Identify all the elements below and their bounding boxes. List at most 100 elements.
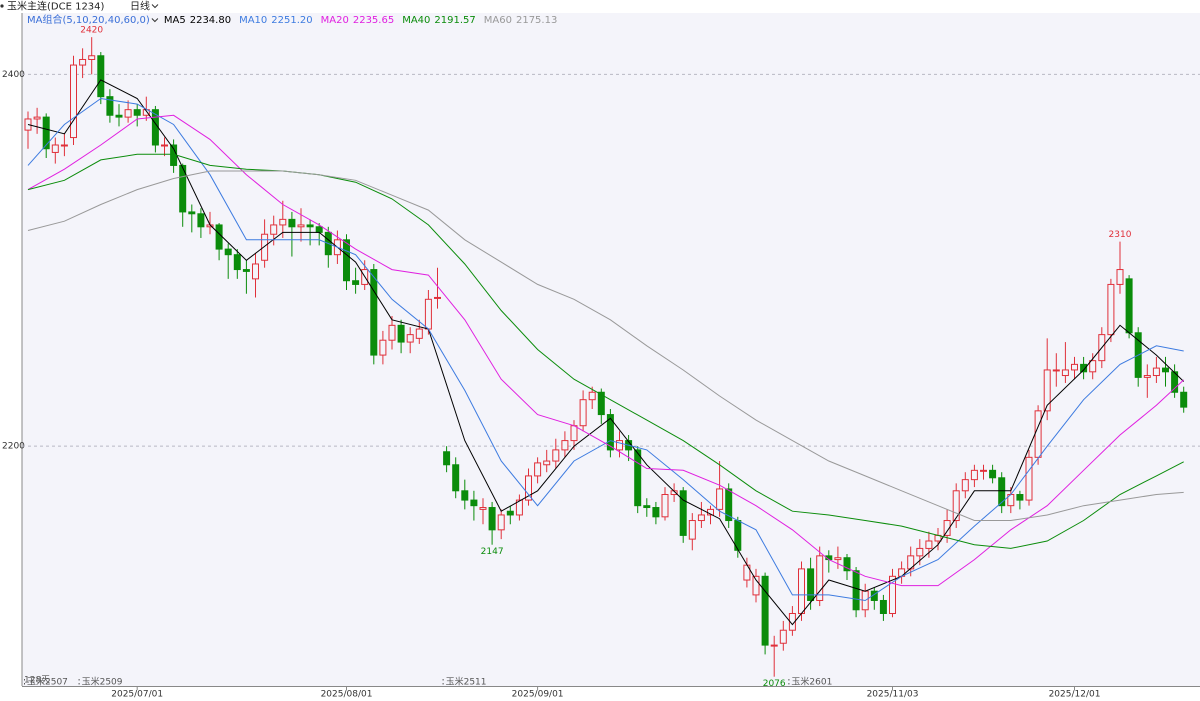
candle-body xyxy=(570,425,578,442)
candle-body xyxy=(661,494,669,518)
candle-body xyxy=(179,164,187,213)
ma-line xyxy=(27,153,1184,549)
candle-body xyxy=(980,469,987,472)
candle-body xyxy=(543,460,551,466)
candle-body xyxy=(1143,375,1151,378)
candle-body xyxy=(506,510,514,516)
period-selector[interactable]: 日线 xyxy=(130,0,150,13)
x-axis-strip xyxy=(0,686,1200,701)
candle-body xyxy=(525,475,532,501)
candle-body xyxy=(1125,278,1133,334)
candle-body xyxy=(807,568,815,601)
contract-label: 玉米2601 xyxy=(791,676,832,688)
candle-body xyxy=(188,211,196,215)
candle-body xyxy=(1180,391,1188,408)
candle-body xyxy=(1043,369,1051,412)
candle-body xyxy=(998,477,1006,507)
candle-body xyxy=(961,479,969,492)
candle-body xyxy=(97,55,105,98)
candle-body xyxy=(315,226,323,233)
candle-body xyxy=(297,224,305,228)
candle-body xyxy=(415,328,423,339)
candle-body xyxy=(224,248,232,256)
high-label: 2420 xyxy=(80,26,103,36)
candle-body xyxy=(697,514,705,522)
candle-body xyxy=(406,334,414,343)
candle-body xyxy=(397,324,405,343)
candle-body xyxy=(388,324,396,341)
candle-body xyxy=(133,109,141,116)
legend-value: 2234.80 xyxy=(190,15,231,26)
candle-body xyxy=(443,451,451,466)
candle-body xyxy=(852,570,860,611)
candle-body xyxy=(1034,410,1042,458)
candle-body xyxy=(889,575,896,614)
candle-body xyxy=(242,269,250,272)
chart-title: 玉米主连(DCE 1234) xyxy=(7,0,105,13)
candle-body xyxy=(879,599,887,614)
candle-body xyxy=(42,116,50,150)
candle-body xyxy=(989,469,997,479)
candle-body xyxy=(970,469,978,481)
candle-body xyxy=(952,490,960,522)
x-tick-label: 2025/08/01 xyxy=(321,690,373,700)
candle-body xyxy=(725,488,733,522)
header-bar xyxy=(0,0,1200,13)
candle-body xyxy=(488,507,496,531)
candle-body xyxy=(716,488,724,510)
candle-body xyxy=(379,339,387,356)
y-axis-strip xyxy=(0,13,22,686)
dropdown-chevron xyxy=(151,4,159,9)
x-tick-label: 2025/07/01 xyxy=(111,690,163,700)
dropdown-chevron xyxy=(151,18,159,23)
candle-body xyxy=(115,114,123,118)
candle-body xyxy=(770,644,778,647)
candle-body xyxy=(352,280,360,285)
contract-label: 玉米2507 xyxy=(27,676,68,688)
candle-body xyxy=(434,296,441,299)
candle-body xyxy=(534,462,542,477)
candle-body xyxy=(279,218,287,226)
candle-body xyxy=(124,109,132,118)
candle-body xyxy=(288,218,296,228)
low-label: 2147 xyxy=(481,547,504,557)
contract-marker xyxy=(24,683,25,685)
contract-marker xyxy=(24,679,25,681)
candle-body xyxy=(461,490,469,501)
candle-body xyxy=(1116,269,1124,285)
candle-body xyxy=(916,547,924,557)
candle-body xyxy=(1171,371,1179,393)
candle-body xyxy=(79,58,87,66)
ma-group-selector[interactable]: MA组合(5,10,20,40,60,0) xyxy=(27,13,150,26)
y-tick-label: 2200 xyxy=(2,442,25,452)
legend-value: 2251.20 xyxy=(271,15,312,26)
candle-body xyxy=(161,144,168,147)
candle-body xyxy=(306,224,314,228)
candle-body xyxy=(870,590,878,601)
candle-body xyxy=(515,499,523,516)
low-label: 2076 xyxy=(763,679,786,689)
legend-value: 2191.57 xyxy=(434,15,475,26)
candle-body xyxy=(370,269,378,356)
contract-label: 玉米2511 xyxy=(446,676,487,688)
x-tick-label: 2025/12/01 xyxy=(1049,690,1101,700)
candle-body xyxy=(261,233,269,261)
candle-body xyxy=(579,399,587,427)
candle-body xyxy=(470,499,478,507)
candle-body xyxy=(779,629,787,644)
candle-body xyxy=(106,96,114,116)
candle-body xyxy=(424,298,432,330)
days-label: 128天 xyxy=(24,676,50,686)
candle-body xyxy=(1071,363,1078,371)
ma-line xyxy=(27,97,1184,602)
candle-body xyxy=(1107,283,1115,336)
candle-body xyxy=(834,557,842,561)
candle-body xyxy=(233,254,241,271)
legend-value: 2235.65 xyxy=(353,15,394,26)
candle-body xyxy=(252,263,259,280)
contract-label: 玉米2509 xyxy=(82,676,123,688)
ma-line xyxy=(27,79,1185,626)
candle-body xyxy=(616,440,623,451)
candles xyxy=(24,37,1188,677)
